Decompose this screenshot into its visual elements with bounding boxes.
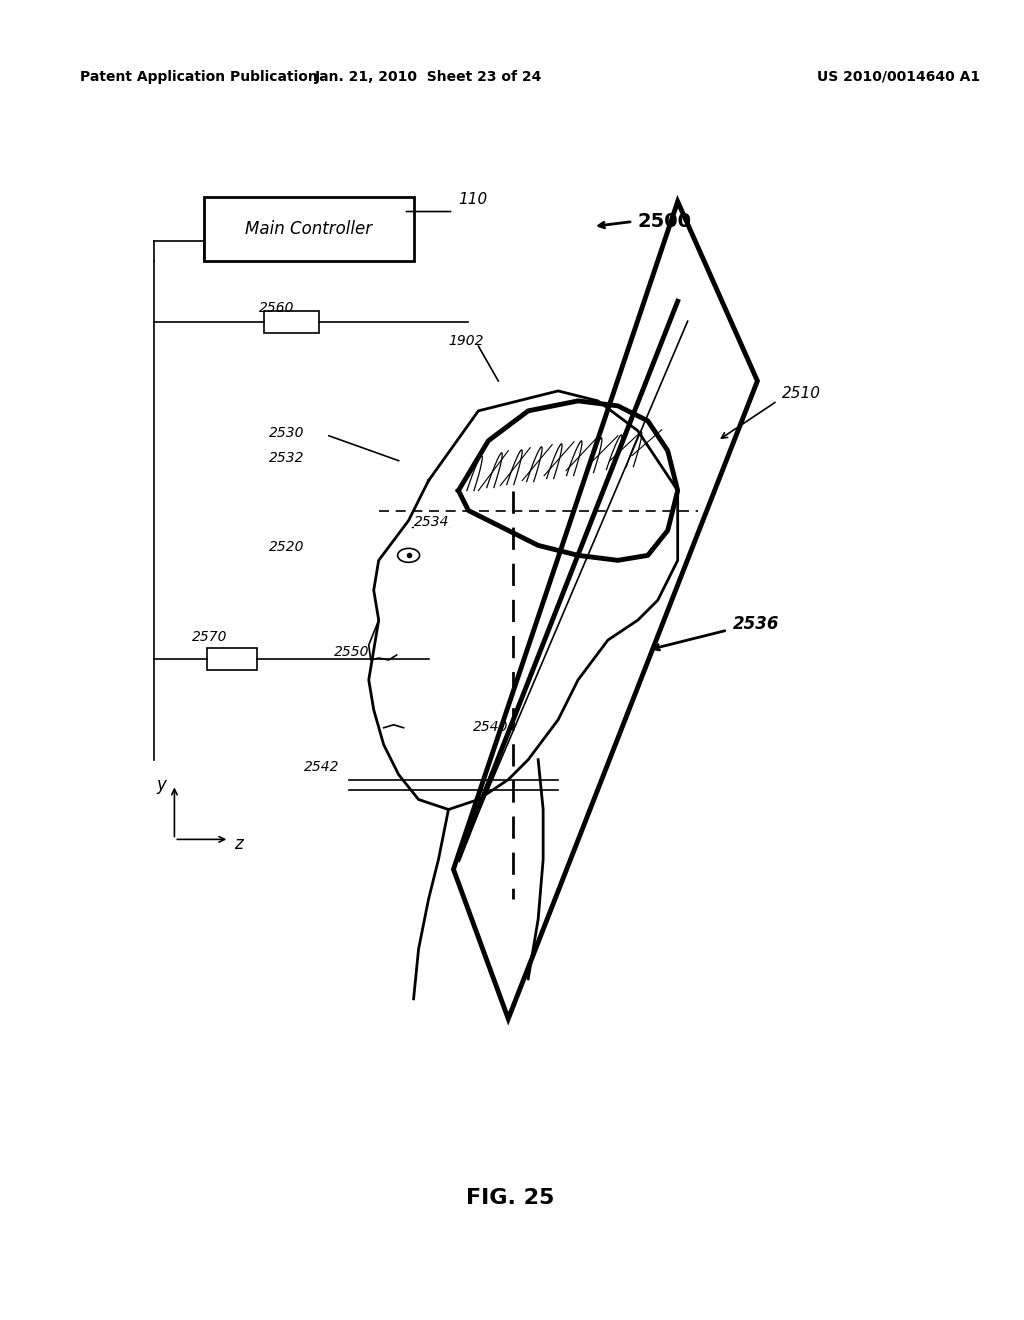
Text: FIG. 25: FIG. 25 bbox=[466, 1188, 554, 1208]
Text: Jan. 21, 2010  Sheet 23 of 24: Jan. 21, 2010 Sheet 23 of 24 bbox=[314, 70, 543, 84]
Text: y: y bbox=[157, 776, 166, 793]
Ellipse shape bbox=[397, 548, 420, 562]
Text: 2510: 2510 bbox=[782, 385, 821, 401]
Bar bbox=[264, 312, 318, 333]
Text: 2550: 2550 bbox=[334, 645, 370, 659]
Text: z: z bbox=[234, 836, 243, 853]
Text: 2534: 2534 bbox=[414, 516, 450, 529]
Text: 2560: 2560 bbox=[259, 301, 295, 315]
Bar bbox=[207, 648, 257, 671]
Text: 2530: 2530 bbox=[269, 426, 304, 440]
Text: 2532: 2532 bbox=[269, 450, 304, 465]
Text: 2542: 2542 bbox=[304, 759, 340, 774]
FancyBboxPatch shape bbox=[205, 197, 414, 261]
Text: Main Controller: Main Controller bbox=[246, 220, 373, 238]
Text: 2500: 2500 bbox=[638, 211, 692, 231]
Text: US 2010/0014640 A1: US 2010/0014640 A1 bbox=[817, 70, 980, 84]
Text: 2520: 2520 bbox=[269, 540, 304, 554]
Text: Patent Application Publication: Patent Application Publication bbox=[80, 70, 317, 84]
Text: 2570: 2570 bbox=[193, 630, 228, 644]
Text: 2536: 2536 bbox=[732, 615, 779, 634]
Text: 110: 110 bbox=[459, 191, 487, 207]
Text: 1902: 1902 bbox=[449, 334, 484, 348]
Text: 2540: 2540 bbox=[473, 719, 509, 734]
